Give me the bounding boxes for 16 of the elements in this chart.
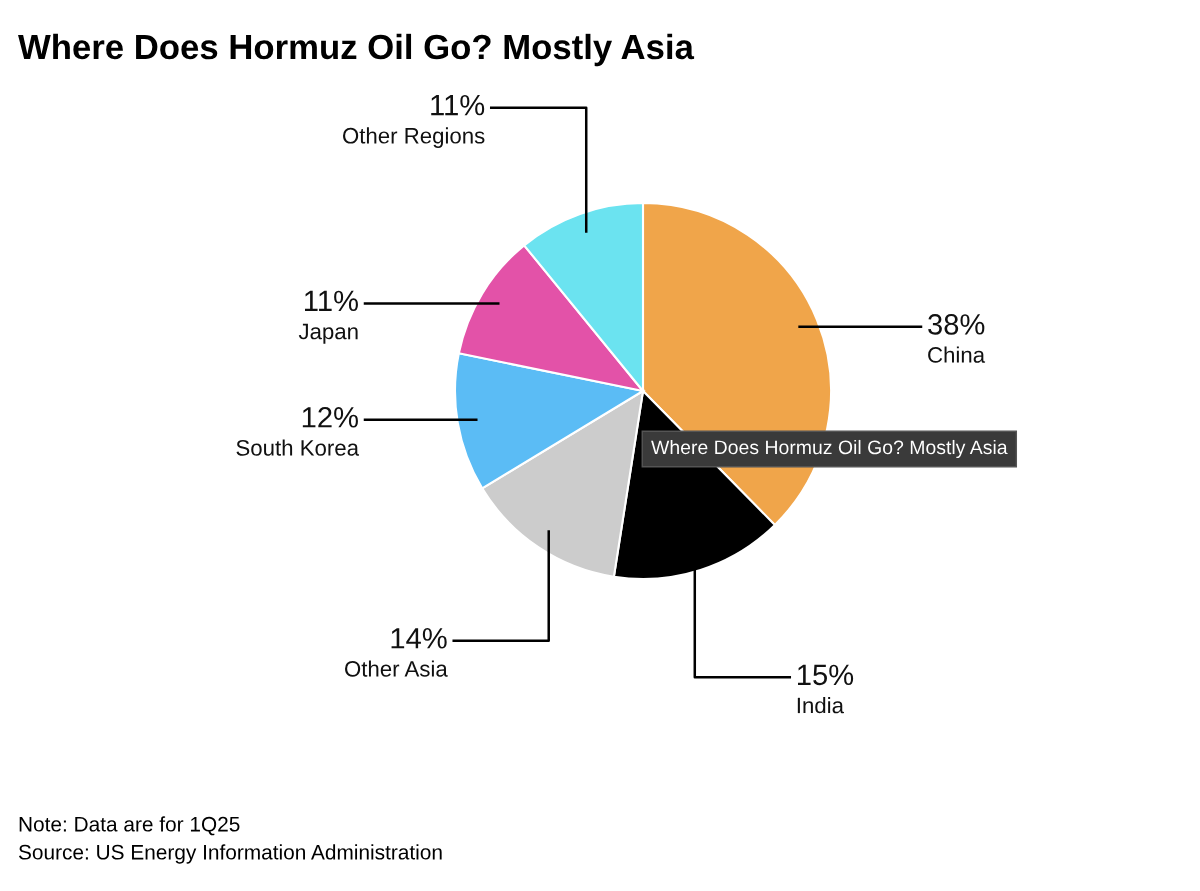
data-label: 14% [391,628,447,649]
slice-label: India [797,697,844,714]
chart-title: Where Does Hormuz Oil Go? Mostly Asia [18,33,695,67]
slice-label: Other Asia [345,660,448,677]
source-note: Source: US Energy Information Administration [18,844,442,864]
text: Note: Data are for 1Q25 [19,816,240,836]
slice-label: China [928,346,986,363]
text: Where Does Hormuz Oil Go? Mostly Asia [651,439,1008,459]
data-label: 38% [928,314,985,335]
data-label: 12% [302,406,358,428]
slice-label: South Korea [236,439,360,456]
data-label: 15% [798,664,854,686]
slice-label: Other Regions [343,127,485,148]
data-label: 11% [431,94,485,116]
slice-label: Japan [298,323,358,344]
data-label: 11% [305,290,358,312]
